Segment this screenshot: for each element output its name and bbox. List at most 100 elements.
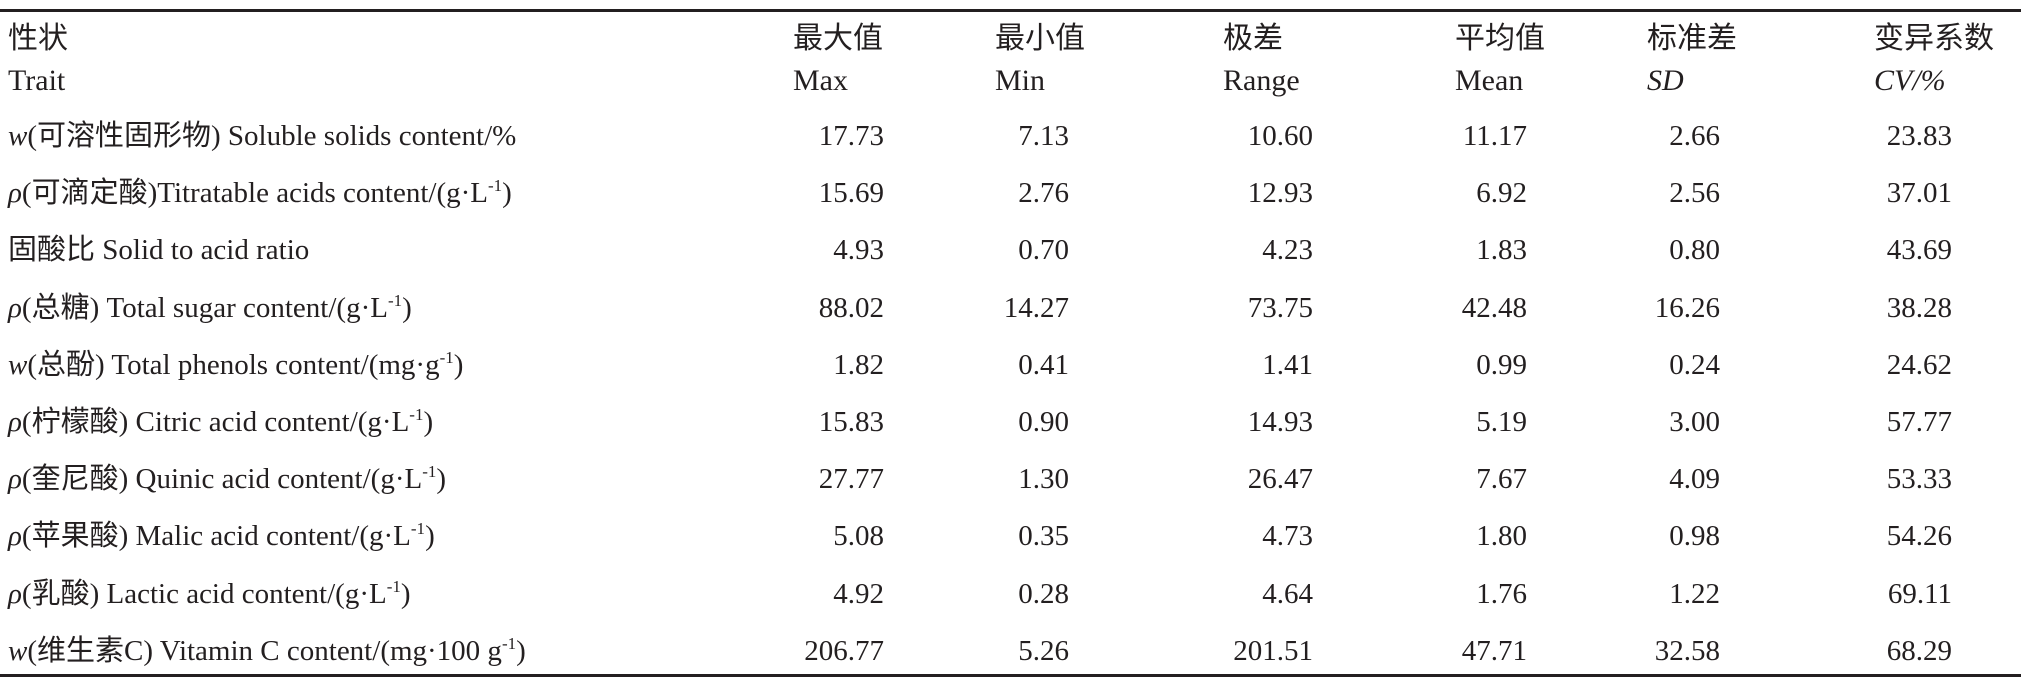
table-row-trait: ρ(苹果酸) Malic acid content/(g·L-1)	[8, 518, 435, 554]
trait-name-en: Total phenols content/	[104, 349, 369, 381]
table-cell-sd: 32.58	[1654, 635, 1720, 667]
table-cell-cv: 38.28	[1886, 292, 1952, 324]
trait-name-zh: (可溶性固形物)	[27, 120, 221, 152]
header-sd-zh: 标准差	[1647, 22, 1737, 55]
table-cell-range: 201.51	[1233, 635, 1313, 667]
table-cell-max: 15.69	[818, 177, 884, 209]
header-trait-en: Trait	[8, 64, 66, 97]
table-cell-mean: 11.17	[1462, 120, 1527, 152]
table-cell-max: 5.08	[833, 520, 884, 552]
table-cell-sd: 3.00	[1669, 406, 1720, 438]
header-trait-zh: 性状	[8, 22, 68, 55]
table-cell-range: 4.73	[1262, 520, 1313, 552]
table-row-trait: 固酸比 Solid to acid ratio	[8, 232, 309, 268]
trait-symbol: ρ	[8, 292, 22, 324]
trait-name-en: Vitamin C content/	[153, 635, 381, 667]
trait-unit: (g·L	[436, 177, 488, 209]
trait-name-zh: (维生素C)	[27, 635, 154, 667]
header-range: 极差 Range	[1223, 18, 1300, 102]
table-row-trait: w(维生素C) Vitamin C content/(mg·100 g-1)	[8, 633, 526, 669]
trait-symbol: ρ	[8, 520, 22, 552]
table-cell-cv: 23.83	[1886, 120, 1952, 152]
trait-name-en: Soluble solids content/%	[220, 120, 517, 152]
table-cell-sd: 16.26	[1654, 292, 1720, 324]
trait-unit: (mg·100 g	[380, 635, 502, 667]
trait-name-en: Citric acid content/	[128, 406, 358, 438]
table-cell-mean: 5.19	[1476, 406, 1527, 438]
table-cell-range: 10.60	[1247, 120, 1313, 152]
table-cell-cv: 43.69	[1886, 234, 1952, 266]
header-sd: 标准差 SD	[1647, 18, 1737, 102]
table-row-trait: w(可溶性固形物) Soluble solids content/%	[8, 118, 516, 154]
trait-name-zh: (乳酸)	[21, 578, 100, 610]
trait-unit-close: )	[402, 292, 412, 324]
trait-unit-close: )	[453, 349, 464, 381]
header-mean-zh: 平均值	[1455, 22, 1545, 55]
table-cell-min: 0.28	[1018, 578, 1069, 610]
trait-symbol: w	[8, 120, 28, 152]
trait-name-en: Lactic acid content/	[99, 578, 336, 610]
table-cell-range: 4.64	[1262, 578, 1313, 610]
table-cell-max: 27.77	[818, 463, 884, 495]
trait-unit-close: )	[400, 578, 411, 610]
table-cell-range: 1.41	[1262, 349, 1313, 381]
table-cell-max: 1.82	[833, 349, 884, 381]
table-cell-min: 0.35	[1018, 520, 1069, 552]
header-max-en: Max	[793, 64, 848, 97]
table-cell-min: 5.26	[1018, 635, 1069, 667]
table-cell-min: 2.76	[1018, 177, 1069, 209]
header-trait: 性状 Trait	[8, 18, 68, 102]
trait-unit-exponent: -1	[387, 291, 403, 310]
table-bottom-rule	[0, 674, 2021, 677]
header-sd-en: SD	[1647, 64, 1684, 97]
trait-unit-close: )	[436, 463, 447, 495]
table-cell-range: 73.75	[1247, 292, 1313, 324]
trait-unit-exponent: -1	[409, 405, 424, 424]
trait-name-zh: (柠檬酸)	[21, 406, 129, 438]
trait-symbol: ρ	[8, 177, 22, 209]
header-mean: 平均值 Mean	[1455, 18, 1545, 102]
table-cell-max: 88.02	[818, 292, 884, 324]
trait-name-en: Malic acid content/	[128, 520, 360, 552]
trait-symbol: ρ	[8, 406, 22, 438]
table-cell-cv: 24.62	[1886, 349, 1952, 381]
trait-name-zh: 固酸比	[8, 234, 96, 266]
table-cell-min: 0.90	[1018, 406, 1069, 438]
trait-unit-close: )	[423, 406, 434, 438]
table-row-trait: ρ(乳酸) Lactic acid content/(g·L-1)	[8, 576, 411, 612]
table-cell-mean: 6.92	[1476, 177, 1527, 209]
table-cell-sd: 0.80	[1669, 234, 1720, 266]
table-cell-mean: 1.76	[1476, 578, 1527, 610]
table-cell-max: 4.93	[833, 234, 884, 266]
trait-unit: (g·L	[336, 292, 388, 324]
table-cell-min: 0.70	[1018, 234, 1069, 266]
trait-name-en: Quinic acid content/	[128, 463, 371, 495]
header-cv-zh: 变异系数	[1874, 22, 1994, 55]
table-cell-sd: 2.56	[1669, 177, 1720, 209]
trait-name-zh: (奎尼酸)	[21, 463, 129, 495]
table-cell-sd: 1.22	[1669, 578, 1720, 610]
table-cell-cv: 54.26	[1886, 520, 1952, 552]
table-cell-sd: 4.09	[1669, 463, 1720, 495]
table-row-trait: w(总酚) Total phenols content/(mg·g-1)	[8, 347, 463, 383]
table-cell-max: 206.77	[804, 635, 884, 667]
trait-unit-exponent: -1	[422, 462, 437, 481]
table-cell-cv: 69.11	[1887, 578, 1952, 610]
table-row-trait: ρ(可滴定酸)Titratable acids content/(g·L-1)	[8, 175, 512, 211]
table-cell-max: 4.92	[833, 578, 884, 610]
table-cell-max: 17.73	[818, 120, 884, 152]
trait-name-zh: (总糖)	[21, 292, 100, 324]
table-cell-mean: 1.80	[1476, 520, 1527, 552]
table-row-trait: ρ(柠檬酸) Citric acid content/(g·L-1)	[8, 404, 433, 440]
trait-unit: (g·L	[370, 463, 423, 495]
trait-name-en: Titratable acids content/	[157, 177, 437, 209]
table-cell-cv: 57.77	[1886, 406, 1952, 438]
table-cell-mean: 7.67	[1476, 463, 1527, 495]
table-row-trait: ρ(奎尼酸) Quinic acid content/(g·L-1)	[8, 461, 446, 497]
table-cell-min: 14.27	[1003, 292, 1069, 324]
header-range-en: Range	[1223, 64, 1300, 97]
table-cell-range: 12.93	[1247, 177, 1313, 209]
table-cell-cv: 68.29	[1886, 635, 1952, 667]
header-range-zh: 极差	[1223, 22, 1283, 55]
table-cell-sd: 0.24	[1669, 349, 1720, 381]
